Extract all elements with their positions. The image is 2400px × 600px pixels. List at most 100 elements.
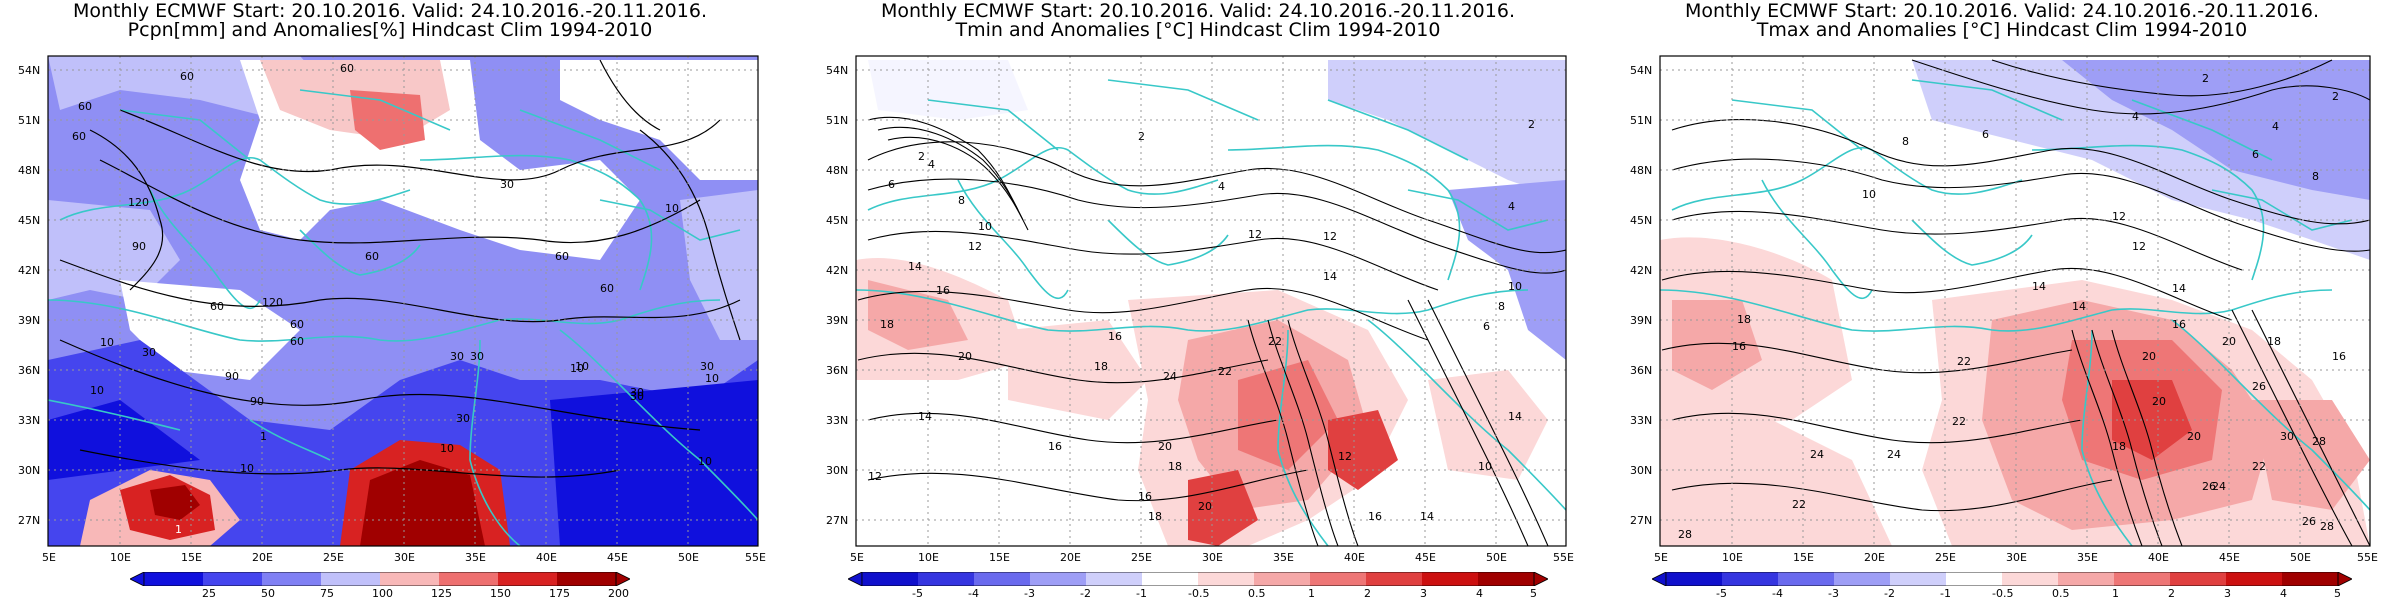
contour-label: 60 — [180, 70, 194, 83]
map-frame — [47, 55, 759, 547]
contour-label: 24 — [1810, 448, 1824, 461]
contour-label: 30 — [470, 350, 484, 363]
contour-label: 20 — [2222, 335, 2236, 348]
colorbar-tick: 1 — [2112, 587, 2119, 600]
contour-label: 12 — [1248, 228, 1262, 241]
contour-label: 20 — [1198, 500, 1212, 513]
colorbar-tick: 3 — [2224, 587, 2231, 600]
contour-label: 14 — [1323, 270, 1337, 283]
colorbar-tick: 5 — [2334, 587, 2341, 600]
contour-label: 20 — [958, 350, 972, 363]
lat-label: 36N — [826, 364, 849, 377]
lon-label: 5E — [850, 551, 864, 564]
contour-label: 18 — [2112, 440, 2126, 453]
lat-label: 42N — [18, 264, 41, 277]
lon-label: 20E — [252, 551, 273, 564]
colorbar-tick: -4 — [968, 587, 979, 600]
contour-label: 90 — [132, 240, 146, 253]
contour-label: 16 — [2332, 350, 2346, 363]
contour-label: 120 — [128, 196, 149, 209]
contour-label: 20 — [2187, 430, 2201, 443]
contour-label: 16 — [1138, 490, 1152, 503]
lon-label: 55E — [1553, 551, 1574, 564]
contour-label: 18 — [1148, 510, 1162, 523]
contour-label: 14 — [2172, 282, 2186, 295]
contour-label: 2 — [2202, 72, 2209, 85]
panel-subtitle: Tmax and Anomalies [°C] Hindcast Clim 19… — [1756, 19, 2248, 41]
contour-label: 14 — [918, 410, 932, 423]
lat-label: 48N — [826, 164, 849, 177]
lon-label: 20E — [1060, 551, 1081, 564]
contour-label: 2 — [918, 150, 925, 163]
map-frame — [855, 55, 1567, 547]
contour-label: 30 — [142, 346, 156, 359]
contour-label: 16 — [1368, 510, 1382, 523]
contour-label: 8 — [958, 194, 965, 207]
contour-label: 14 — [1508, 410, 1522, 423]
lon-label: 35E — [465, 551, 486, 564]
lon-label: 15E — [989, 551, 1010, 564]
contour-label: 30 — [2280, 430, 2294, 443]
colorbar-tick: 200 — [608, 587, 629, 600]
lon-label: 10E — [1722, 551, 1743, 564]
colorbar-tick: -4 — [1772, 587, 1783, 600]
lon-label: 50E — [2290, 551, 2311, 564]
colorbar-tick: 150 — [490, 587, 511, 600]
lat-label: 39N — [18, 314, 41, 327]
contour-label: 22 — [1268, 335, 1282, 348]
panel-title: Monthly ECMWF Start: 20.10.2016. Valid: … — [73, 0, 707, 22]
lon-label: 40E — [2148, 551, 2169, 564]
lat-label: 42N — [1630, 264, 1653, 277]
lat-label: 36N — [1630, 364, 1653, 377]
contour-label: 60 — [290, 318, 304, 331]
lon-label: 35E — [2077, 551, 2098, 564]
colorbar-tick: -5 — [1716, 587, 1727, 600]
contour-label: 20 — [2142, 350, 2156, 363]
lon-label: 45E — [1415, 551, 1436, 564]
contour-label: 2 — [1138, 130, 1145, 143]
colorbar-tick: 125 — [431, 587, 452, 600]
lat-label: 39N — [1630, 314, 1653, 327]
lon-label: 45E — [2219, 551, 2240, 564]
colorbar-tick: -5 — [912, 587, 923, 600]
colorbar — [130, 572, 630, 586]
contour-label: 12 — [2112, 210, 2126, 223]
contour-label: 12 — [2132, 240, 2146, 253]
tmax-map — [1659, 55, 2371, 547]
contour-label: 16 — [1732, 340, 1746, 353]
colorbar-tick: -2 — [1080, 587, 1091, 600]
contour-label: 28 — [2312, 435, 2326, 448]
colorbar-tick: -3 — [1024, 587, 1035, 600]
contour-label: 4 — [2272, 120, 2279, 133]
contour-label: 16 — [2172, 318, 2186, 331]
contour-label: 90 — [250, 395, 264, 408]
contour-label: 2 — [2332, 90, 2339, 103]
colorbar-tick: 0.5 — [1248, 587, 1266, 600]
contour-label: 22 — [1957, 355, 1971, 368]
contour-label: 4 — [1508, 200, 1515, 213]
contour-label: 30 — [700, 360, 714, 373]
colorbar-tick: 1 — [1308, 587, 1315, 600]
contour-label: 18 — [1094, 360, 1108, 373]
contour-label: 26 — [2302, 515, 2316, 528]
colorbar-tick: 4 — [1476, 587, 1483, 600]
contour-label: 10 — [100, 336, 114, 349]
contour-label: 8 — [1498, 300, 1505, 313]
colorbar-tick: 5 — [1530, 587, 1537, 600]
contour-label: 60 — [555, 250, 569, 263]
lon-label: 35E — [1273, 551, 1294, 564]
contour-label: 90 — [225, 370, 239, 383]
lon-label: 40E — [1344, 551, 1365, 564]
contour-label: 16 — [1048, 440, 1062, 453]
lat-label: 51N — [1630, 114, 1653, 127]
lat-label: 30N — [18, 464, 41, 477]
colorbar-tick: 2 — [1364, 587, 1371, 600]
contour-label: 26 — [2202, 480, 2216, 493]
contour-label: 4 — [2132, 110, 2139, 123]
lon-label: 20E — [1864, 551, 1885, 564]
lat-label: 51N — [18, 114, 41, 127]
colorbar-tick: 100 — [372, 587, 393, 600]
contour-label: 12 — [1323, 230, 1337, 243]
colorbar — [1652, 572, 2352, 586]
contour-label: 26 — [2252, 380, 2266, 393]
